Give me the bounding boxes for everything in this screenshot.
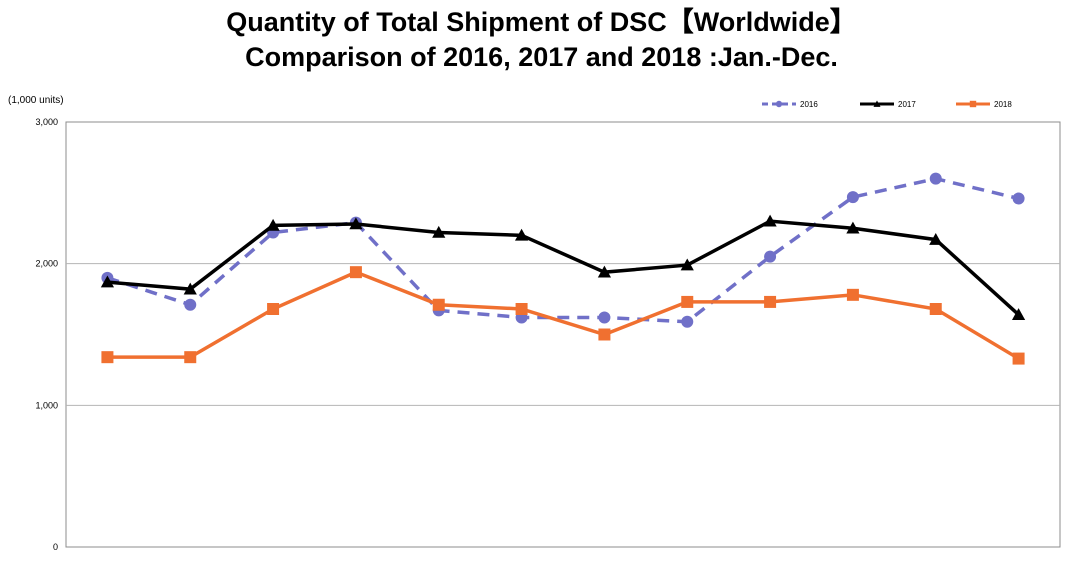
data-point-marker (929, 172, 942, 185)
chart-title-line-1: Quantity of Total Shipment of DSC【Worldw… (226, 7, 857, 37)
y-tick-label: 0 (53, 542, 58, 552)
chart-title-line-2: Comparison of 2016, 2017 and 2018 :Jan.-… (245, 42, 838, 72)
data-point-marker (349, 266, 362, 279)
data-point-marker (846, 191, 859, 204)
y-tick-label: 1,000 (35, 400, 58, 410)
series-2016 (101, 172, 1025, 328)
data-point-marker (681, 295, 694, 308)
legend-entry-2018: 2018 (956, 100, 1012, 109)
data-point-marker (598, 311, 611, 324)
data-point-marker (680, 258, 694, 271)
data-point-marker (514, 228, 529, 241)
series-line (107, 270, 1020, 361)
legend-label: 2016 (800, 100, 818, 109)
series-2017 (100, 214, 1026, 320)
data-point-marker (1011, 308, 1026, 320)
data-point-marker (873, 100, 881, 107)
data-point-marker (598, 328, 611, 341)
data-point-marker (764, 250, 777, 263)
data-point-marker (101, 351, 114, 364)
data-point-marker (432, 298, 445, 311)
y-axis-unit-label: (1,000 units) (8, 95, 64, 106)
data-point-marker (1012, 192, 1025, 205)
series-line (107, 219, 1020, 316)
data-point-marker (763, 214, 777, 227)
data-point-marker (183, 282, 197, 295)
data-point-marker (266, 218, 280, 231)
data-point-marker (184, 298, 197, 311)
data-point-marker (775, 100, 783, 108)
series-2018 (101, 266, 1025, 365)
legend-entry-2017: 2017 (860, 100, 916, 109)
series-line (106, 176, 1019, 324)
data-point-marker (597, 265, 612, 278)
data-point-marker (764, 295, 777, 308)
data-point-marker (100, 275, 115, 288)
data-point-marker (1012, 352, 1025, 365)
data-point-marker (349, 217, 363, 230)
data-point-marker (969, 100, 977, 108)
data-point-marker (846, 288, 859, 301)
data-point-marker (432, 225, 446, 238)
data-point-marker (929, 303, 942, 315)
y-tick-label: 2,000 (35, 259, 58, 269)
legend-entry-2016: 2016 (762, 100, 818, 109)
legend-label: 2017 (898, 100, 916, 109)
data-point-marker (929, 232, 943, 245)
data-point-marker (681, 315, 694, 328)
data-point-marker (184, 351, 197, 364)
data-point-marker (267, 303, 280, 315)
legend-label: 2018 (994, 100, 1012, 109)
y-tick-label: 3,000 (35, 117, 58, 127)
plot-area (65, 121, 1061, 548)
data-point-marker (515, 303, 528, 315)
data-point-marker (846, 221, 860, 234)
